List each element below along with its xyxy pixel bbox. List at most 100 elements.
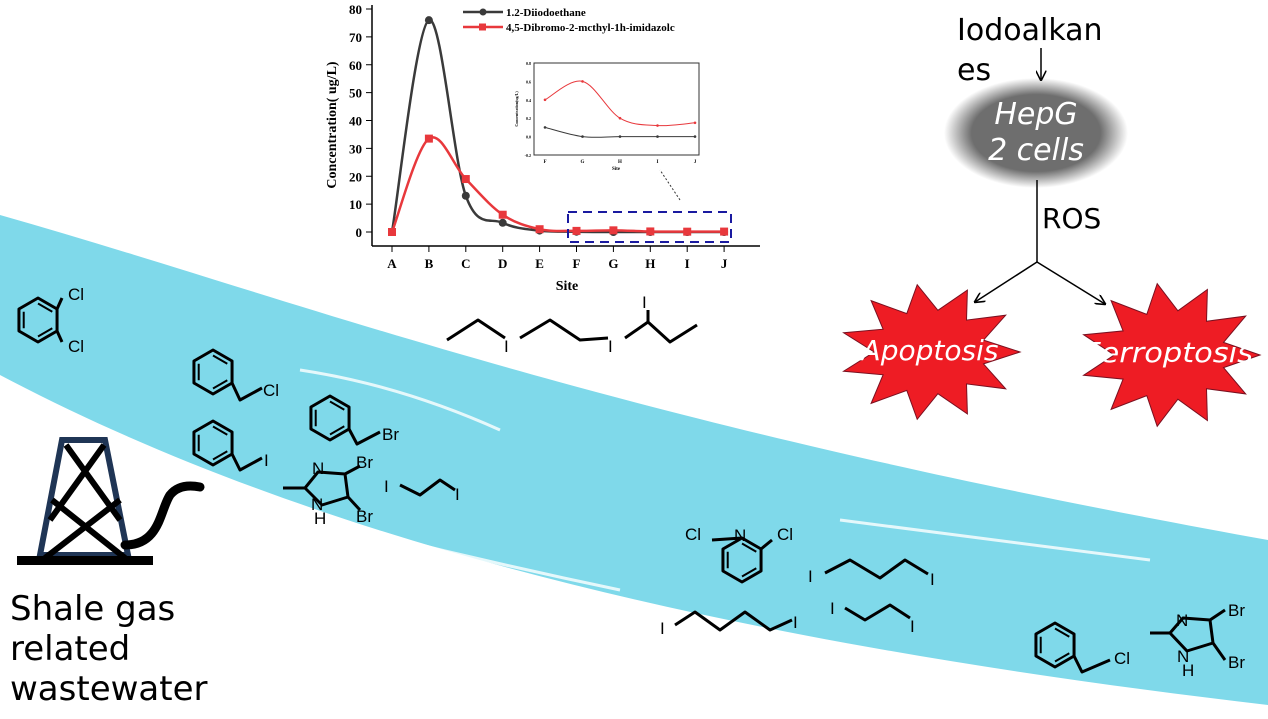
inset-data-point [581,80,584,83]
atom-label: I [830,599,835,618]
data-point [683,227,692,236]
inset-data-point [693,121,697,125]
x-tick-label: A [387,256,397,271]
inset-y-label: Concentration(ug/L) [514,91,519,127]
series-line [390,136,725,233]
atom-label: I [384,477,389,496]
inset-x-tick: H [618,160,622,165]
atom-label: I [455,485,460,504]
atom-label: I [793,613,798,632]
data-point [572,226,581,235]
apoptosis-label: Apoptosis [860,334,999,367]
atom-label: I [608,337,613,356]
data-point [461,191,470,200]
y-axis-label: Concentration( ug/L) [325,61,340,189]
inset-x-label: Site [612,167,621,172]
data-point [646,227,655,236]
cell-label-1: HepG [994,97,1077,132]
gas-rig-icon [17,437,205,565]
atom-label: I [660,619,665,638]
inset-data-point [543,126,547,129]
x-tick-label: J [721,256,728,271]
atom-label: I [930,570,935,589]
y-tick-label: 0 [356,225,363,240]
x-tick-label: B [425,256,434,271]
atom-label: Cl [68,337,84,356]
y-tick-label: 20 [349,169,362,184]
apoptosis-burst [842,283,1022,421]
atom-label: I [642,293,647,312]
x-tick-label: C [461,256,470,271]
data-point [609,226,618,235]
river-highlight [839,518,1151,562]
inset-x-tick: F [543,160,546,165]
atom-label: Cl [777,525,793,544]
source-label-line: Shale gas [10,589,175,629]
atom-label: N [312,459,324,478]
y-tick-label: 30 [349,141,362,156]
ros-label: ROS [1042,202,1101,235]
atom-label: Cl [68,285,84,304]
river-highlight [379,533,621,592]
atom-label: N [1176,611,1188,630]
atom-label: Br [1228,601,1245,620]
atom-label: I [910,617,915,636]
atom-label: Cl [1114,649,1130,668]
x-tick-label: H [645,256,655,271]
concentration-chart: 0 10 20 30 40 50 60 70 80 A B C D E F G H I J Site Concentra… [325,2,760,294]
wastewater-river [0,215,1268,705]
atom-label: Br [356,507,373,526]
y-tick-label: 80 [349,2,362,17]
data-point [498,210,507,219]
molecule-structures [17,296,1227,674]
data-point [424,134,433,143]
inset-y-tick: 0.6 [526,79,531,84]
inset-data-point [543,98,547,102]
inset-y-tick: 0.0 [526,135,531,140]
x-tick-label: I [685,256,690,271]
inset-data-point [693,135,697,138]
inset-x-tick: J [694,160,697,165]
source-label-line: related [10,629,130,669]
atom-label-n: N [1177,647,1189,666]
y-tick-label: 60 [349,58,362,73]
data-point [388,228,396,236]
inset-y-tick: 0.4 [526,98,531,103]
inset-x-tick: I [657,160,659,165]
ferroptosis-burst [1082,282,1262,428]
atom-label: N [734,526,746,545]
inset-y-tick: -0.2 [525,153,531,158]
y-tick-label: 40 [349,114,362,129]
atom-label: Br [382,425,399,444]
river-highlight [299,368,501,432]
y-tick-label: 50 [349,86,362,101]
ferroptosis-label: Ferroptosis [1083,336,1253,369]
legend-label: 1.2-Diiodoethane [506,7,586,19]
zoom-highlight-box [567,211,732,243]
toxicity-pathway: Iodoalkan es HepG 2 cells ROS Apoptosis … [842,13,1262,428]
data-point [461,175,470,184]
data-point [535,225,544,234]
data-point [424,16,433,25]
atom-label: H [314,509,326,528]
data-point [720,227,729,236]
atom-label: I [808,567,813,586]
inset-data-point [656,124,659,127]
atom-label: Br [1228,653,1245,672]
input-label: Iodoalkan [957,13,1103,48]
y-tick-label: 10 [349,197,362,212]
atom-label: H [1182,661,1194,680]
x-tick-label: F [573,256,581,271]
arrow-to-apoptosis [975,261,1038,302]
input-label-cont: es [957,53,991,88]
x-tick-label: D [498,256,507,271]
inset-x-tick: G [581,160,585,165]
atom-label: I [504,337,509,356]
atom-label: Cl [685,525,701,544]
inset-data-point [618,116,622,120]
atom-label: Br [356,453,373,472]
arrow-to-ferroptosis [1036,261,1105,304]
x-axis-label: Site [556,279,579,294]
